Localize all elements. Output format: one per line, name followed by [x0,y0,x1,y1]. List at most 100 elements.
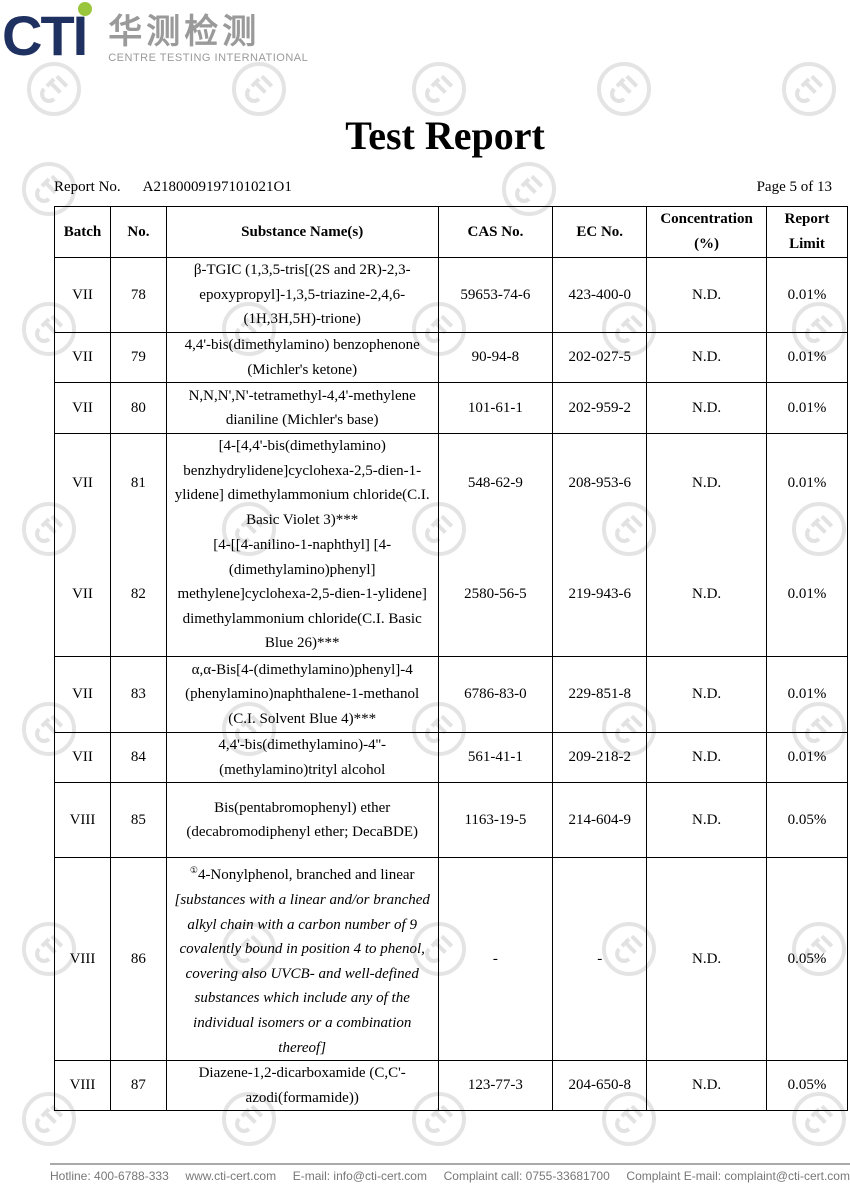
cell-conc: N.D. [646,782,768,859]
column-header: No. [109,206,167,258]
cell-name: Bis(pentabromophenyl) ether (decabromodi… [165,782,439,859]
footer-hotline: Hotline: 400-6788-333 [50,1169,169,1184]
cell-limit: 0.01% [766,532,848,658]
cell-name: β-TGIC (1,3,5-tris[(2S and 2R)-2,3-epoxy… [165,257,439,333]
cell-cas: 561-41-1 [437,732,554,784]
cell-ec: 209-218-2 [552,732,648,784]
cell-conc: N.D. [646,656,768,734]
table-row: VII 81 [4-[4,4'-bis(dimethylamino) benzhyd… [54,433,848,533]
cell-ec: 423-400-0 [552,257,648,333]
footer-web[interactable]: www.cti-cert.com [185,1169,277,1184]
column-header: Concentration (%) [646,206,768,258]
logo-mark-text: CTI [2,4,88,67]
cell-conc: N.D. [646,732,768,784]
cell-conc: N.D. [646,257,768,333]
substance-table: Batch No. Substance Name(s) CAS No. EC No. Co… [54,206,848,1112]
footer-complaint-email[interactable]: Complaint E-mail: complaint@cti-cert.com [626,1169,850,1184]
cell-ec: 229-851-8 [552,656,648,734]
cell-ec: 204-650-8 [552,1060,648,1112]
cell-ec: 202-027-5 [552,331,648,384]
cell-batch: VIII [54,782,111,859]
cell-limit: 0.05% [766,857,848,1062]
footnote-mark: ① [189,865,198,876]
page-title: Test Report [345,113,545,158]
cell-conc: N.D. [646,857,768,1062]
logo-mark: CTI [2,2,92,64]
table-row: VIII 87 Diazene-1,2-dicarboxamide (C,C'-az… [54,1060,848,1112]
cell-conc: N.D. [646,532,768,658]
cell-limit: 0.05% [766,782,848,859]
cell-no: 82 [109,532,167,658]
column-header: Substance Name(s) [165,206,439,258]
cell-cas: 90-94-8 [437,331,554,384]
cell-name: 4,4'-bis(dimethylamino)-4''-(methylamino… [165,732,439,784]
cell-name: 4,4'-bis(dimethylamino) benzophenone (Mi… [165,331,439,384]
page-number: Page 5 of 13 [756,179,832,195]
cell-no: 87 [109,1060,167,1112]
cell-no: 85 [109,782,167,859]
logo-chinese: 华测检测 [108,12,261,52]
cell-limit: 0.05% [766,1060,848,1112]
cell-no: 78 [109,257,167,333]
cell-limit: 0.01% [766,331,848,384]
cell-no: 86 [109,857,167,1062]
cell-batch: VII [54,257,111,333]
cell-limit: 0.01% [766,257,848,333]
cell-ec: 202-959-2 [552,382,648,435]
report-number: Report No. A2180009197101021O1 [54,179,292,196]
footer-email[interactable]: E-mail: info@cti-cert.com [292,1169,427,1184]
cell-batch: VII [54,382,111,435]
header-row: Batch No. Substance Name(s) CAS No. EC No. Co… [54,206,848,258]
column-header: EC No. [552,206,648,258]
cell-name: [4-[4,4'-bis(dimethylamino) benzhydrylid… [165,433,439,533]
cell-ec: 219-943-6 [552,532,648,658]
cell-no: 83 [109,656,167,734]
cell-ec: 214-604-9 [552,782,648,859]
cell-no: 80 [109,382,167,435]
cell-no: 84 [109,732,167,784]
report-number-label: Report No. [54,179,121,195]
cell-batch: VIII [54,1060,111,1112]
logo-text: 华测检测 CENTRE TESTING INTERNATIONAL [108,12,308,64]
column-header: CAS No. [437,206,554,258]
column-header: Batch [54,206,111,258]
cell-name: N,N,N',N'-tetramethyl-4,4'-methylene dia… [165,382,439,435]
column-header: Report Limit [766,206,848,258]
cell-conc: N.D. [646,382,768,435]
footer-bar: Hotline: 400-6788-333 www.cti-cert.com E… [50,1163,850,1192]
cell-limit: 0.01% [766,433,848,533]
cell-name: α,α-Bis[4-(dimethylamino)phenyl]-4 (phen… [165,656,439,734]
cell-conc: N.D. [646,1060,768,1112]
cell-limit: 0.01% [766,382,848,435]
table-row: VII 79 4,4'-bis(dimethylamino) benzophenon… [54,331,848,384]
cell-ec: - [552,857,648,1062]
cell-name: Diazene-1,2-dicarboxamide (C,C'-azodi(fo… [165,1060,439,1112]
cell-name: [4-[[4-anilino-1-naphthyl] [4-(dimethyla… [165,532,439,658]
cell-cas: 6786-83-0 [437,656,554,734]
cell-limit: 0.01% [766,656,848,734]
cell-conc: N.D. [646,433,768,533]
cell-limit: 0.01% [766,732,848,784]
cell-batch: VII [54,732,111,784]
footer: Hotline: 400-6788-333 www.cti-cert.com E… [50,1168,850,1184]
logo-english: CENTRE TESTING INTERNATIONAL [108,52,309,64]
cell-batch: VII [54,656,111,734]
report-number-value: A2180009197101021O1 [142,179,292,195]
cell-batch: VIII [54,857,111,1062]
table-row: VII 80 N,N,N',N'-tetramethyl-4,4'-methylen… [54,382,848,435]
substance-name: 4-Nonylphenol, branched and linear [197,867,415,884]
cell-batch: VII [54,331,111,384]
cell-cas: 548-62-9 [437,433,554,533]
cti-logo: CTI 华测检测 CENTRE TESTING INTERNATIONAL [2,2,308,64]
cell-cas: 2580-56-5 [437,532,554,658]
cell-ec: 208-953-6 [552,433,648,533]
cell-no: 79 [109,331,167,384]
table-row: VII 78 β-TGIC (1,3,5-tris[(2S and 2R)-2,3-… [54,257,848,333]
cell-name: ①4-Nonylphenol, branched and linear [subs… [165,857,439,1062]
footer-complaint-call: Complaint call: 0755-33681700 [443,1169,610,1184]
table-row: VIII 85 Bis(pentabromophenyl) ether (decab… [54,782,848,859]
table-row: VII 83 α,α-Bis[4-(dimethylamino)phenyl]-4 … [54,656,848,734]
table-row: VII 84 4,4'-bis(dimethylamino)-4''-(methyl… [54,732,848,784]
cell-cas: 59653-74-6 [437,257,554,333]
